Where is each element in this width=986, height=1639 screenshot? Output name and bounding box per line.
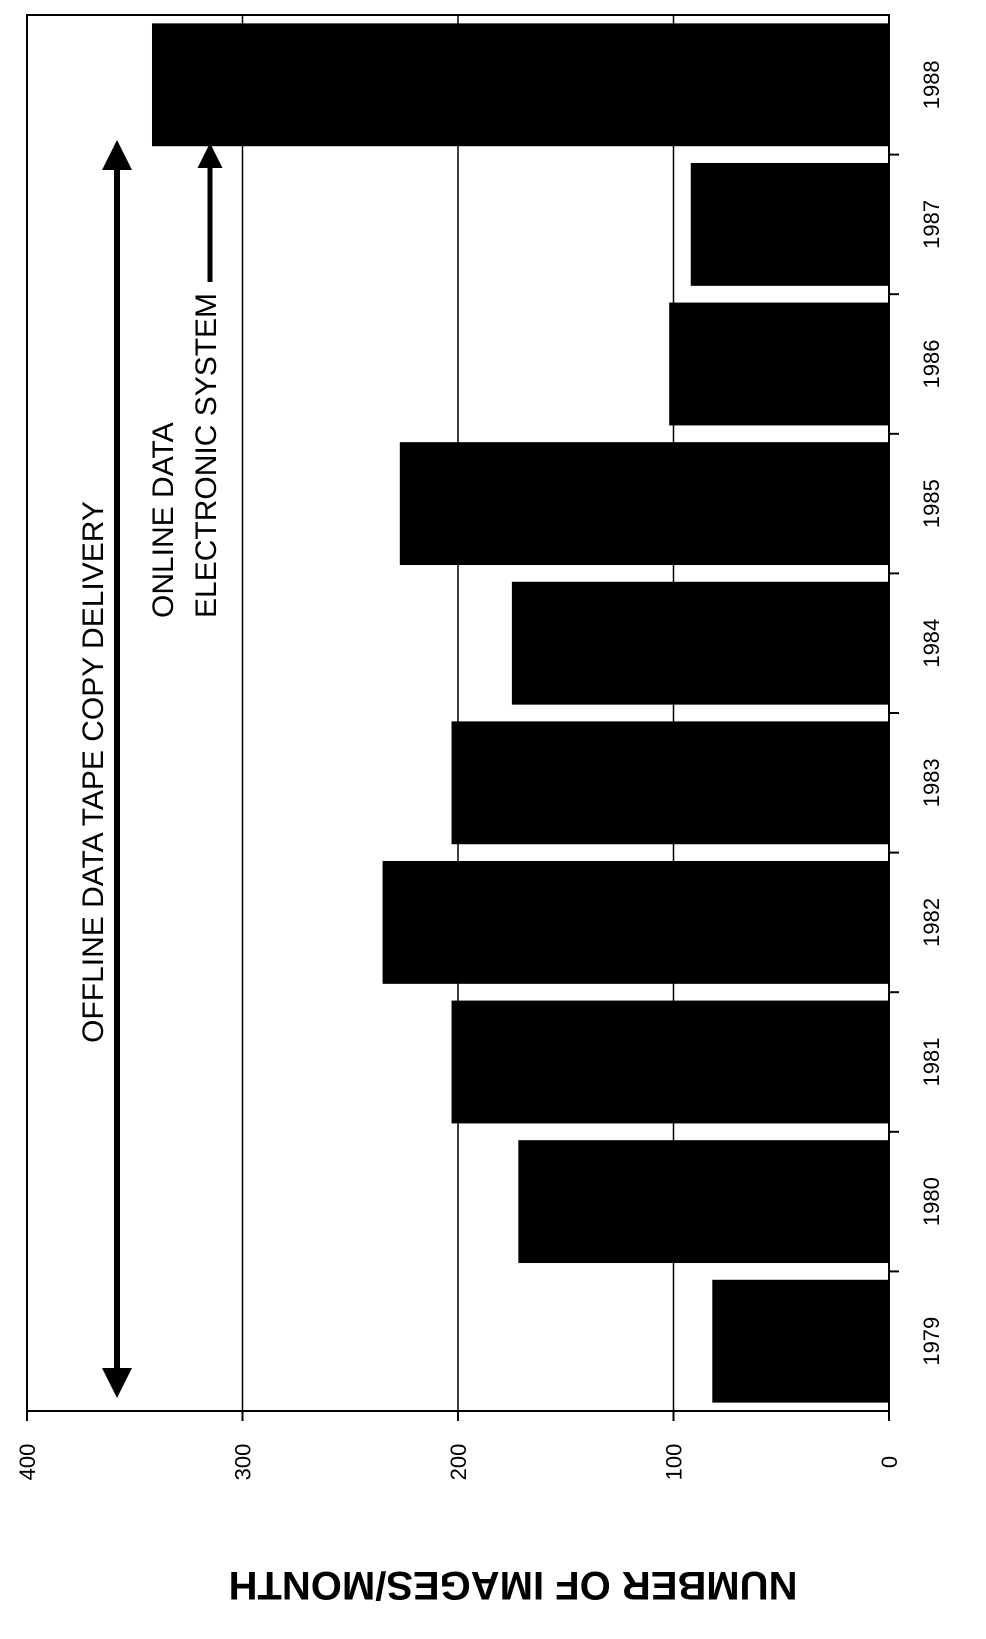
value-tick-label: 400 xyxy=(15,1444,40,1481)
annotation-online: ONLINE DATA ELECTRONIC SYSTEM xyxy=(147,148,223,618)
bar-1987 xyxy=(691,163,889,286)
category-axis-ticks: 1979 1980 1981 1982 1983 1984 1985 1986 1987 1988 xyxy=(889,60,944,1365)
bars xyxy=(152,23,889,1402)
category-tick-label: 1987 xyxy=(919,200,944,249)
bar-1983 xyxy=(452,721,889,844)
bar-1980 xyxy=(518,1140,889,1263)
category-tick-label: 1986 xyxy=(919,340,944,389)
bar-1982 xyxy=(383,861,889,984)
value-tick-label: 200 xyxy=(446,1444,471,1481)
category-tick-label: 1981 xyxy=(919,1038,944,1087)
annotation-electronic-text: ELECTRONIC SYSTEM xyxy=(190,293,223,618)
category-tick-label: 1980 xyxy=(919,1177,944,1226)
value-tick-label: 100 xyxy=(662,1444,687,1481)
bar-1981 xyxy=(452,1001,889,1124)
bar-1988 xyxy=(152,23,889,146)
category-tick-label: 1982 xyxy=(919,898,944,947)
value-axis-title: NUMBER OF IMAGES/MONTH xyxy=(229,1563,798,1607)
bar-1979 xyxy=(712,1280,889,1403)
annotation-offline: OFFLINE DATA TAPE COPY DELIVERY xyxy=(77,146,117,1392)
category-tick-label: 1979 xyxy=(919,1317,944,1366)
category-tick-label: 1985 xyxy=(919,479,944,528)
value-axis-ticks: 0 100 200 300 400 xyxy=(15,1411,902,1480)
bar-1984 xyxy=(512,582,889,705)
category-tick-label: 1988 xyxy=(919,60,944,109)
category-tick-label: 1984 xyxy=(919,619,944,668)
value-tick-label: 0 xyxy=(877,1456,902,1468)
value-tick-label: 300 xyxy=(231,1444,256,1481)
category-tick-label: 1983 xyxy=(919,758,944,807)
bar-1986 xyxy=(669,303,889,426)
annotation-online-text: ONLINE DATA xyxy=(147,422,180,618)
bar-1985 xyxy=(400,442,889,565)
annotation-offline-text: OFFLINE DATA TAPE COPY DELIVERY xyxy=(77,501,110,1043)
